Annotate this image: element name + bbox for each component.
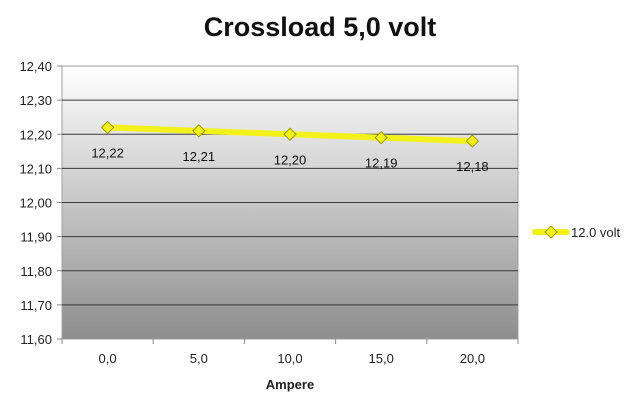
legend-diamond-marker (544, 225, 558, 239)
data-label: 12,21 (183, 149, 216, 164)
y-tick-label: 12,20 (19, 127, 52, 142)
x-tick-label: 15,0 (369, 351, 394, 366)
legend: 12.0 volt (532, 225, 621, 240)
gridlines (62, 99, 518, 306)
series-12v (100, 120, 480, 148)
x-tick-label: 20,0 (460, 351, 485, 366)
x-axis-title: Ampere (266, 377, 314, 392)
y-tick-label: 12,40 (19, 59, 52, 74)
x-axis-ticks: 0,0 5,0 10,0 15,0 20,0 (61, 339, 519, 366)
y-tick-label: 12,00 (19, 196, 52, 211)
data-point-marker (192, 124, 206, 138)
y-tick-label: 12,10 (19, 161, 52, 176)
y-axis-ticks: 12,40 12,30 12,20 12,10 12,00 11,90 11,80 11,70… (19, 59, 62, 347)
data-label: 12,20 (274, 152, 307, 167)
data-point-marker (374, 130, 388, 145)
legend-label: 12.0 volt (571, 225, 621, 240)
data-label: 12,19 (365, 156, 398, 171)
data-point-marker (465, 134, 480, 148)
data-labels: 12,22 12,21 12,20 12,19 12,18 (91, 145, 488, 174)
chart-title: Crossload 5,0 volt (204, 12, 437, 42)
data-point-marker (283, 127, 297, 141)
y-tick-label: 12,30 (19, 93, 52, 108)
y-tick-label: 11,80 (20, 264, 52, 279)
data-point-marker (100, 120, 115, 135)
data-label: 12,22 (91, 145, 124, 160)
x-tick-label: 10,0 (277, 351, 302, 366)
x-tick-label: 0,0 (99, 351, 117, 366)
y-tick-label: 11,60 (20, 332, 52, 347)
y-tick-label: 11,90 (20, 230, 52, 245)
data-label: 12,18 (456, 159, 489, 174)
x-tick-label: 5,0 (190, 351, 208, 366)
y-tick-label: 11,70 (20, 298, 52, 313)
